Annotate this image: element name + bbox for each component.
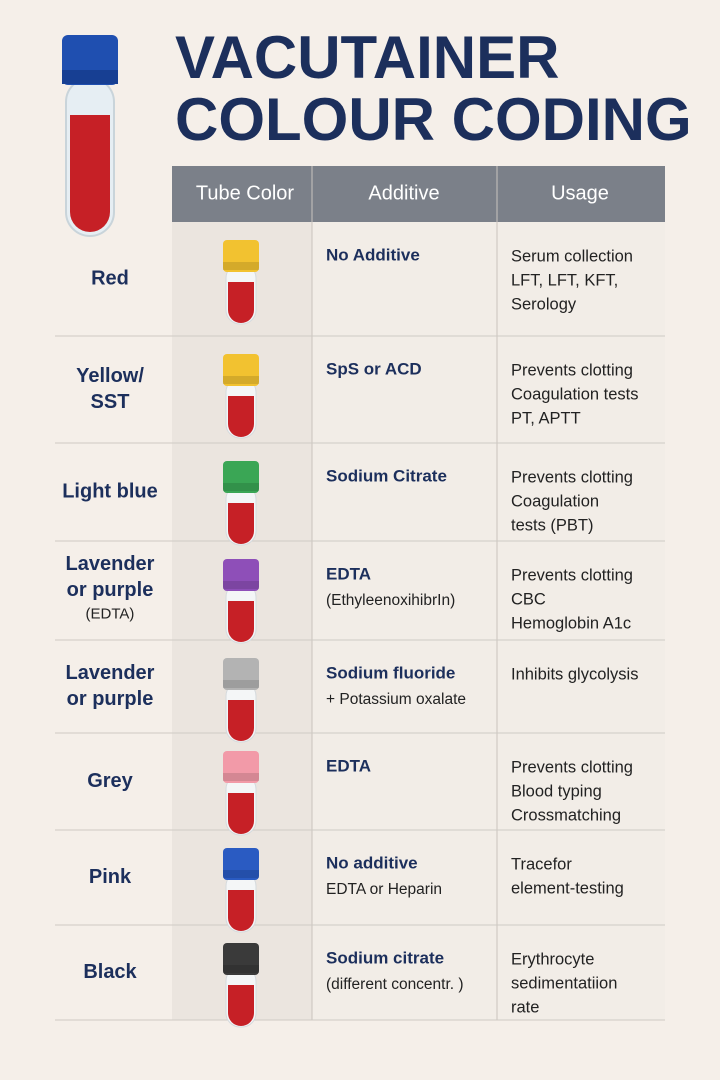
tube-cap-band [223,680,259,688]
additive: Sodium Citrate [326,466,447,485]
tube-name: Pink [89,866,132,888]
additive: No Additive [326,245,420,264]
tube-name: Black [83,961,137,983]
tube-cap-band [223,581,259,589]
table-body: Red No Additive Serum collection LFT, LFT, … [55,240,665,1028]
usage: Coagulation tests [511,385,639,403]
additive-note: (different concentr. ) [326,976,464,993]
tube-name: Grey [87,770,133,792]
hero-tube [62,35,118,237]
usage: Blood typing [511,782,602,800]
usage: element-testing [511,879,624,897]
column-header: Additive [368,182,439,204]
tube-cap-band [223,262,259,270]
table-header [172,166,665,222]
title-line: COLOUR CODING [175,86,692,153]
usage: Inhibits glycolysis [511,665,638,683]
tube-blood [228,793,254,834]
column-header: Usage [551,182,609,204]
usage: Prevents clotting [511,468,633,486]
usage: LFT, LFT, KFT, [511,271,618,289]
tube-name: or purple [67,579,154,601]
tube-blood [228,985,254,1026]
column-header: Tube Color [196,182,295,204]
tube-cap [223,658,259,690]
tube-cap [223,559,259,591]
additive-note: (EthyleenoxihibrIn) [326,592,455,609]
tube-name: Red [91,267,129,289]
additive: No additive [326,853,418,872]
tube-name-note: (EDTA) [86,605,135,622]
tube-name: SST [91,391,130,413]
usage: Tracefor [511,855,572,873]
additive: EDTA [326,564,371,583]
tube-blood [228,396,254,437]
tube-name: or purple [67,688,154,710]
usage: PT, APTT [511,409,581,427]
usage: Serology [511,295,577,313]
text-columns [312,222,665,1020]
usage: Prevents clotting [511,566,633,584]
additive: Sodium citrate [326,948,444,967]
tube-cap [223,461,259,493]
tube-cap [223,354,259,386]
tube-blood [228,503,254,544]
usage: Crossmatching [511,806,621,824]
tube-cap [223,943,259,975]
tube-name: Yellow/ [76,365,144,387]
tube-blood [228,890,254,931]
tube-cap [223,240,259,272]
usage: Serum collection [511,247,633,265]
usage: Coagulation [511,492,599,510]
usage: sedimentatiion [511,974,617,992]
usage: Erythrocyte [511,950,594,968]
additive: SpS or ACD [326,359,422,378]
usage: CBC [511,590,546,608]
tube-cap-band [223,483,259,491]
tube-blood [228,282,254,323]
tube-blood [228,601,254,642]
tube-cap [223,751,259,783]
additive: Sodium fluoride [326,663,455,682]
tube-cap [223,848,259,880]
additive-note: EDTA or Heparin [326,881,442,898]
tube-name: Lavender [66,553,155,575]
title-line: VACUTAINER [175,24,559,91]
tube-cap-band [223,965,259,973]
usage: Prevents clotting [511,758,633,776]
tube-cap-band [223,376,259,384]
tube-cap-band [223,870,259,878]
usage: rate [511,998,539,1016]
tube-name: Lavender [66,662,155,684]
usage: tests (PBT) [511,516,594,534]
usage: Prevents clotting [511,361,633,379]
tube-blood [228,700,254,741]
additive: EDTA [326,756,371,775]
tube-name: Light blue [62,480,158,502]
additive-note: + Potassium oxalate [326,691,466,708]
tube-cap-band [223,773,259,781]
usage: Hemoglobin A1c [511,614,631,632]
